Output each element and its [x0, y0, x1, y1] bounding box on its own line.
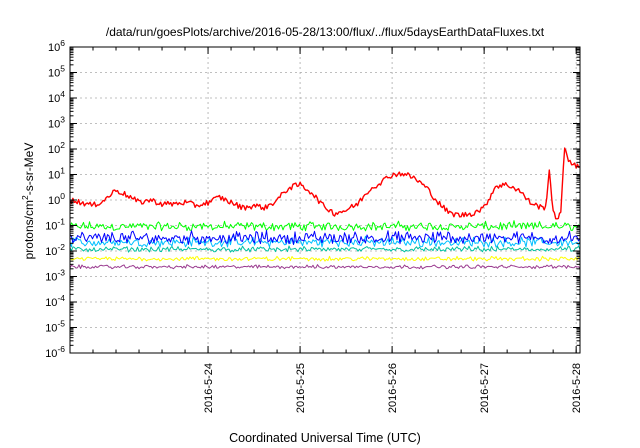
y-tick-label: 100 — [48, 191, 65, 207]
x-axis-label: Coordinated Universal Time (UTC) — [229, 431, 421, 445]
chart-title: /data/run/goesPlots/archive/2016-05-28/1… — [106, 25, 545, 39]
series-line-0 — [70, 147, 580, 220]
y-tick-label: 101 — [48, 166, 65, 182]
plot-frame — [69, 46, 581, 354]
series-line-5 — [70, 255, 580, 262]
y-tick-label: 104 — [48, 89, 65, 105]
y-axis-label: protons/cm2-s-sr-MeV — [20, 143, 36, 260]
x-tick-label: 2016-5-27 — [479, 363, 491, 413]
x-tick-label: 2016-5-24 — [203, 363, 215, 413]
y-tick-label: 106 — [48, 38, 65, 54]
x-tick-label: 2016-5-28 — [571, 363, 583, 413]
series-line-3 — [70, 235, 580, 248]
data-series — [70, 147, 580, 270]
y-tick-label: 10-5 — [45, 319, 65, 335]
y-tick-label: 102 — [48, 140, 65, 156]
y-tick-label: 10-4 — [45, 293, 65, 309]
y-tick-label: 103 — [48, 115, 65, 131]
y-tick-label: 10-1 — [45, 217, 65, 233]
series-line-1 — [70, 220, 580, 232]
y-axis-label-sup: 2 — [20, 195, 30, 200]
y-axis-label-rest: -s-sr-MeV — [22, 143, 36, 196]
x-tick-label: 2016-5-26 — [387, 363, 399, 413]
x-tick-label: 2016-5-25 — [295, 363, 307, 413]
y-tick-label: 10-3 — [45, 268, 65, 284]
y-tick-label: 105 — [48, 64, 65, 80]
series-line-4 — [70, 245, 580, 253]
series-line-6 — [70, 264, 580, 270]
series-line-2 — [70, 230, 580, 245]
y-axis-label-base: protons/cm — [22, 200, 36, 259]
y-tick-label: 10-2 — [45, 242, 65, 258]
y-tick-label: 10-6 — [45, 344, 65, 360]
